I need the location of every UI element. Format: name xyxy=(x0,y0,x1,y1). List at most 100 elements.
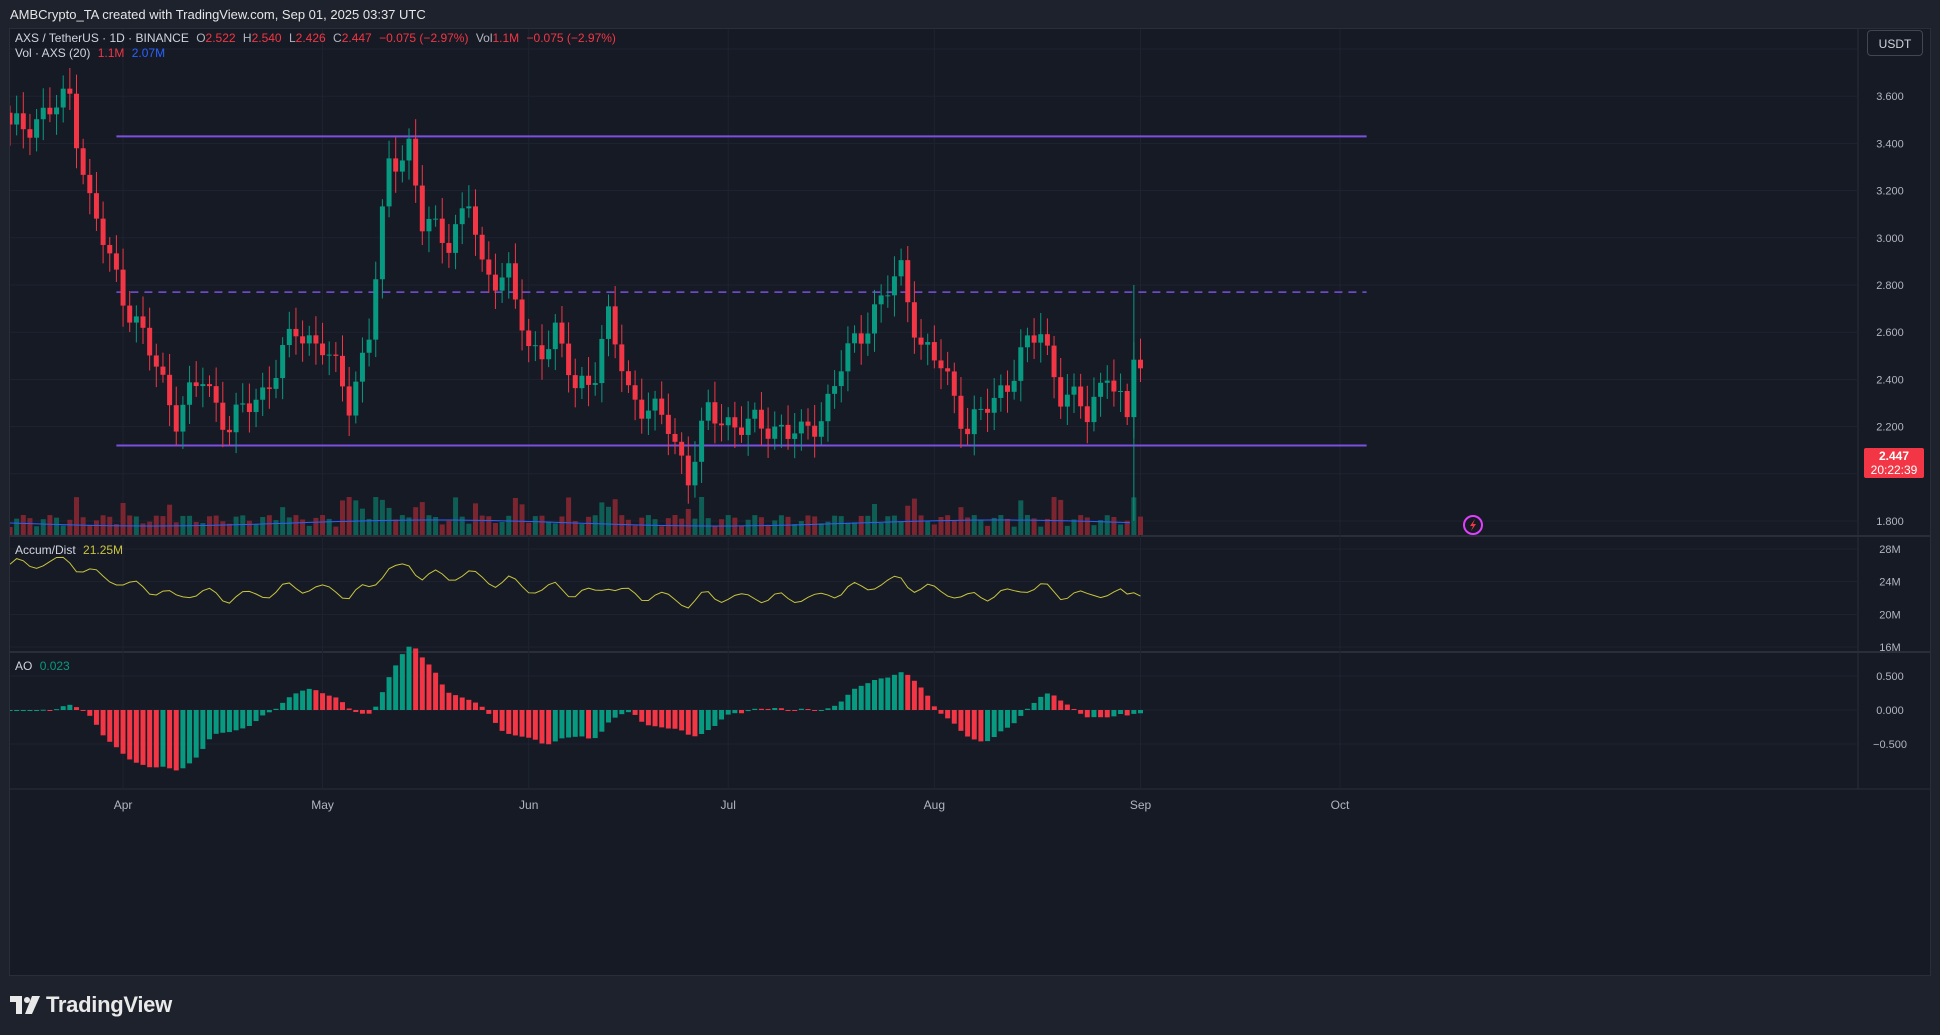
ao-bar xyxy=(805,709,811,711)
level-lines[interactable] xyxy=(116,135,1367,447)
ao-bar xyxy=(187,710,193,764)
volume-bar xyxy=(852,522,858,535)
ao-bar xyxy=(193,710,199,758)
ao-bar xyxy=(147,710,153,768)
volume-bar xyxy=(572,521,578,535)
volume-bar xyxy=(632,525,638,535)
ao-bar xyxy=(539,710,545,744)
candle-body xyxy=(679,441,685,456)
candle-body xyxy=(532,345,538,347)
ao-bar xyxy=(865,683,871,710)
ao-bar xyxy=(852,688,858,710)
candle-body xyxy=(645,410,651,419)
last-price-badge: 2.447 20:22:39 xyxy=(1864,448,1924,478)
volume-bar xyxy=(592,515,598,535)
axis-labels: 3.8003.6003.4003.2003.0002.8002.6002.400… xyxy=(114,44,1907,812)
candle-body xyxy=(313,335,319,344)
volume-bar xyxy=(679,518,685,535)
candle-body xyxy=(193,382,199,387)
volume-bar xyxy=(1018,500,1024,535)
candle-body xyxy=(200,384,206,387)
ao-bar xyxy=(1011,710,1017,724)
ao-bar xyxy=(1051,695,1057,710)
chart-frame[interactable]: 3.8003.6003.4003.2003.0002.8002.6002.400… xyxy=(9,28,1931,976)
candle-body xyxy=(1011,380,1017,392)
candle-body xyxy=(466,206,472,209)
ao-bar xyxy=(599,710,605,732)
ao-bar xyxy=(1138,710,1143,714)
candle-body xyxy=(612,306,618,345)
currency-button[interactable]: USDT xyxy=(1867,30,1923,56)
candle-body xyxy=(34,119,40,138)
ao-bar xyxy=(898,672,904,710)
candle-body xyxy=(519,299,525,331)
candle-body xyxy=(725,417,731,426)
volume-bar xyxy=(226,523,232,535)
volume-bar xyxy=(526,522,532,535)
ao-bar xyxy=(353,710,359,713)
volume-bar xyxy=(499,521,505,535)
grid-lines xyxy=(10,29,1858,789)
vol-label: Vol xyxy=(475,31,493,45)
ao-bar xyxy=(60,706,66,710)
symbol-legend[interactable]: AXS / TetherUS · 1D · BINANCE O2.522 H2.… xyxy=(15,31,620,45)
ao-bar xyxy=(858,685,864,710)
chart-canvas[interactable]: 3.8003.6003.4003.2003.0002.8002.6002.400… xyxy=(10,29,1930,975)
volume-bar xyxy=(366,518,372,535)
candle-body xyxy=(273,378,279,389)
volume-bar xyxy=(858,515,864,535)
ao-bar xyxy=(100,710,106,736)
candle-body xyxy=(978,408,984,410)
tradingview-brand-text: TradingView xyxy=(46,992,172,1017)
ao-bar xyxy=(625,710,631,713)
ao-bar xyxy=(359,710,365,714)
volume-bar xyxy=(845,522,851,535)
ao-bar xyxy=(998,710,1004,732)
ao-value: 0.023 xyxy=(39,659,70,673)
volume-bar xyxy=(359,508,365,535)
candle-body xyxy=(40,107,46,120)
volume-bar xyxy=(612,499,618,535)
volume-bar xyxy=(998,515,1004,535)
volume-bar xyxy=(147,521,153,535)
volume-bar xyxy=(306,525,312,535)
volume-bar xyxy=(393,519,399,535)
ao-legend[interactable]: AO 0.023 xyxy=(15,659,70,673)
alert-bolt-icon[interactable] xyxy=(1463,515,1483,535)
ao-bar xyxy=(479,706,485,710)
accum-axis-label: 28M xyxy=(1879,544,1900,556)
volume-bar xyxy=(599,502,605,535)
volume-bar xyxy=(1091,525,1097,535)
candle-body xyxy=(586,375,592,385)
ao-bar xyxy=(80,710,86,711)
candle-body xyxy=(333,354,339,356)
volume-bar xyxy=(1078,515,1084,535)
candle-body xyxy=(207,384,212,387)
ao-bar xyxy=(459,697,465,710)
volume-bar xyxy=(539,515,545,535)
ao-bar xyxy=(745,710,751,712)
ao-bar xyxy=(951,710,957,724)
candle-body xyxy=(426,218,432,232)
volume-bar xyxy=(891,515,897,535)
candle-body xyxy=(559,322,565,344)
candle-body xyxy=(246,403,252,413)
volume-bar xyxy=(805,515,811,535)
candle-body xyxy=(473,206,478,235)
ao-bar xyxy=(1071,708,1077,710)
volume-bar xyxy=(419,502,425,535)
tradingview-logo[interactable]: TradingView xyxy=(10,990,172,1020)
close-label: C xyxy=(333,31,342,45)
ao-bar xyxy=(306,688,312,710)
candle-body xyxy=(153,355,159,367)
volume-bar xyxy=(1024,515,1030,535)
candle-body xyxy=(778,424,784,427)
symbol-name[interactable]: AXS / TetherUS · 1D · BINANCE xyxy=(15,31,189,45)
ao-bar xyxy=(419,657,425,710)
volume-bar xyxy=(326,518,332,535)
candle-body xyxy=(393,158,399,172)
accum-dist-legend[interactable]: Accum/Dist 21.25M xyxy=(15,543,123,557)
volume-bar xyxy=(918,515,924,535)
ao-bar xyxy=(685,710,691,735)
volume-legend[interactable]: Vol · AXS (20) 1.1M 2.07M xyxy=(15,46,169,60)
